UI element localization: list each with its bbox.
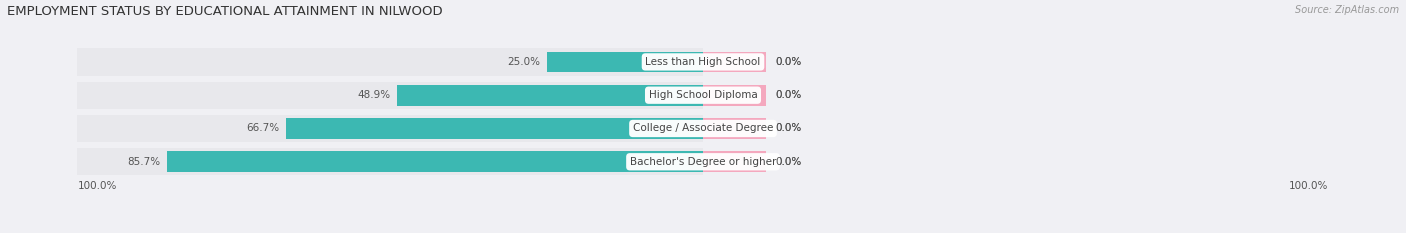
Text: 48.9%: 48.9% — [357, 90, 391, 100]
Text: 66.7%: 66.7% — [246, 123, 280, 134]
Bar — [547, 51, 703, 72]
Text: Bachelor's Degree or higher: Bachelor's Degree or higher — [630, 157, 776, 167]
Text: 85.7%: 85.7% — [128, 157, 160, 167]
Text: Less than High School: Less than High School — [645, 57, 761, 67]
Text: College / Associate Degree: College / Associate Degree — [633, 123, 773, 134]
Bar — [167, 151, 703, 172]
Text: 100.0%: 100.0% — [1289, 181, 1329, 191]
Text: High School Diploma: High School Diploma — [648, 90, 758, 100]
Bar — [77, 148, 703, 175]
Text: 25.0%: 25.0% — [508, 57, 540, 67]
Bar — [703, 118, 765, 139]
Bar — [77, 48, 703, 75]
Bar — [77, 82, 703, 109]
Text: 0.0%: 0.0% — [775, 90, 801, 100]
Bar — [703, 51, 765, 72]
Bar — [703, 151, 765, 172]
Bar — [285, 118, 703, 139]
Text: 0.0%: 0.0% — [775, 123, 801, 134]
Text: 100.0%: 100.0% — [77, 181, 117, 191]
Text: 0.0%: 0.0% — [775, 90, 801, 100]
Text: 0.0%: 0.0% — [775, 57, 801, 67]
Text: 0.0%: 0.0% — [775, 57, 801, 67]
Bar — [396, 85, 703, 106]
Text: 0.0%: 0.0% — [775, 157, 801, 167]
Bar — [703, 85, 765, 106]
Text: 0.0%: 0.0% — [775, 157, 801, 167]
Text: Source: ZipAtlas.com: Source: ZipAtlas.com — [1295, 5, 1399, 15]
Bar — [77, 115, 703, 142]
Text: EMPLOYMENT STATUS BY EDUCATIONAL ATTAINMENT IN NILWOOD: EMPLOYMENT STATUS BY EDUCATIONAL ATTAINM… — [7, 5, 443, 18]
Text: 0.0%: 0.0% — [775, 123, 801, 134]
